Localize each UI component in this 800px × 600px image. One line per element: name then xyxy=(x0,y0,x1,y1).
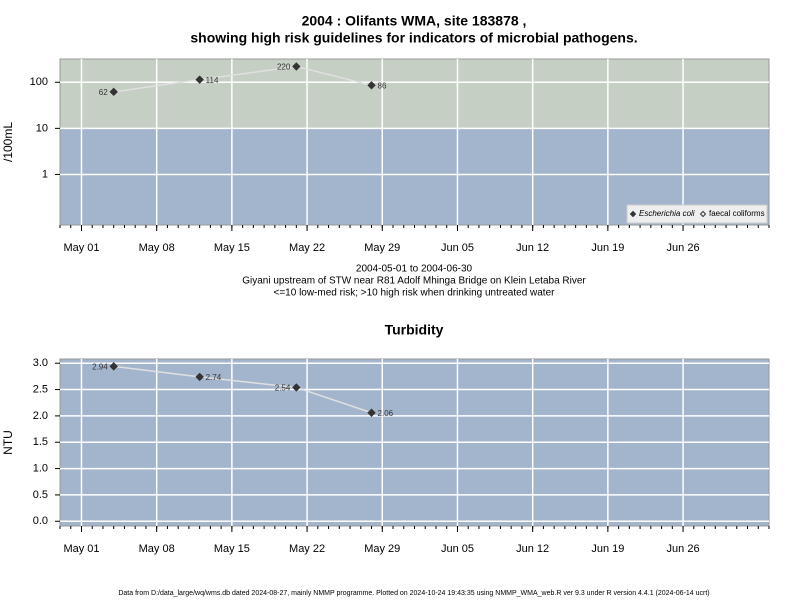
y-axis-label: NTU xyxy=(1,430,15,455)
value-label: 2.54 xyxy=(275,384,291,393)
high-risk-band xyxy=(60,59,769,129)
value-label: 114 xyxy=(206,76,219,85)
x-tick-label: Jun 26 xyxy=(667,242,700,254)
series-line xyxy=(113,65,372,93)
value-label: 220 xyxy=(277,63,291,72)
value-label: 86 xyxy=(378,81,387,90)
value-label: 2.06 xyxy=(378,409,394,418)
x-tick-label: May 15 xyxy=(214,242,250,254)
footer: Data from D:/data_large/wq/wms.db dated … xyxy=(118,590,709,597)
legend-marker xyxy=(699,210,707,218)
y-tick-label: 2.5 xyxy=(33,383,48,395)
data-point xyxy=(292,62,301,71)
x-tick-label: Jun 12 xyxy=(516,543,549,555)
x-tick-label: May 22 xyxy=(289,543,325,555)
x-tick-label: Jun 19 xyxy=(591,242,624,254)
note: Giyani upstream of STW near R81 Adolf Mh… xyxy=(242,276,586,287)
y-tick-label: 1 xyxy=(42,168,48,180)
value-label: 2.74 xyxy=(206,373,222,382)
y-tick-label: 1.0 xyxy=(33,462,48,474)
y-tick-label: 3.0 xyxy=(33,357,48,369)
data-point xyxy=(109,362,118,371)
x-tick-label: May 29 xyxy=(364,543,400,555)
y-tick-label: 2.0 xyxy=(33,410,48,422)
x-tick-label: Jun 05 xyxy=(441,543,474,555)
y-tick-label: 10 xyxy=(36,122,48,134)
y-tick-label: 100 xyxy=(30,76,48,88)
data-point xyxy=(195,75,204,84)
note: 2004-05-01 to 2004-06-30 xyxy=(356,264,473,275)
legend-label: faecal coliforms xyxy=(709,209,765,218)
x-tick-label: May 22 xyxy=(289,242,325,254)
chart-subtitle: showing high risk guidelines for indicat… xyxy=(190,30,637,46)
data-point xyxy=(367,81,376,90)
y-tick-label: 0.0 xyxy=(33,515,48,527)
data-point xyxy=(292,383,301,392)
x-tick-label: May 01 xyxy=(63,543,99,555)
legend-box xyxy=(626,204,768,224)
data-point xyxy=(109,87,118,97)
x-tick-label: Jun 12 xyxy=(516,242,549,254)
series-line xyxy=(113,365,372,414)
x-tick-label: May 08 xyxy=(139,543,175,555)
chart-title: Turbidity xyxy=(385,322,444,338)
chart-title: 2004 : Olifants WMA, site 183878 , xyxy=(302,13,527,29)
note: <=10 low-med risk; >10 high risk when dr… xyxy=(274,288,556,299)
y-axis-label: /100mL xyxy=(1,122,15,162)
value-label: 2.94 xyxy=(92,362,108,371)
data-point xyxy=(195,372,204,382)
x-tick-label: Jun 05 xyxy=(441,242,474,254)
y-tick-label: 1.5 xyxy=(33,436,48,448)
x-tick-label: May 15 xyxy=(214,543,250,555)
y-tick-label: 0.5 xyxy=(33,489,48,501)
legend-marker xyxy=(629,210,637,218)
x-tick-label: May 29 xyxy=(364,242,400,254)
x-tick-label: Jun 26 xyxy=(667,543,700,555)
x-tick-label: Jun 19 xyxy=(591,543,624,555)
x-tick-label: May 01 xyxy=(63,242,99,254)
data-point xyxy=(367,408,376,417)
x-tick-label: May 08 xyxy=(139,242,175,254)
value-label: 62 xyxy=(99,88,108,97)
legend-label: Escherichia coli xyxy=(639,209,695,218)
